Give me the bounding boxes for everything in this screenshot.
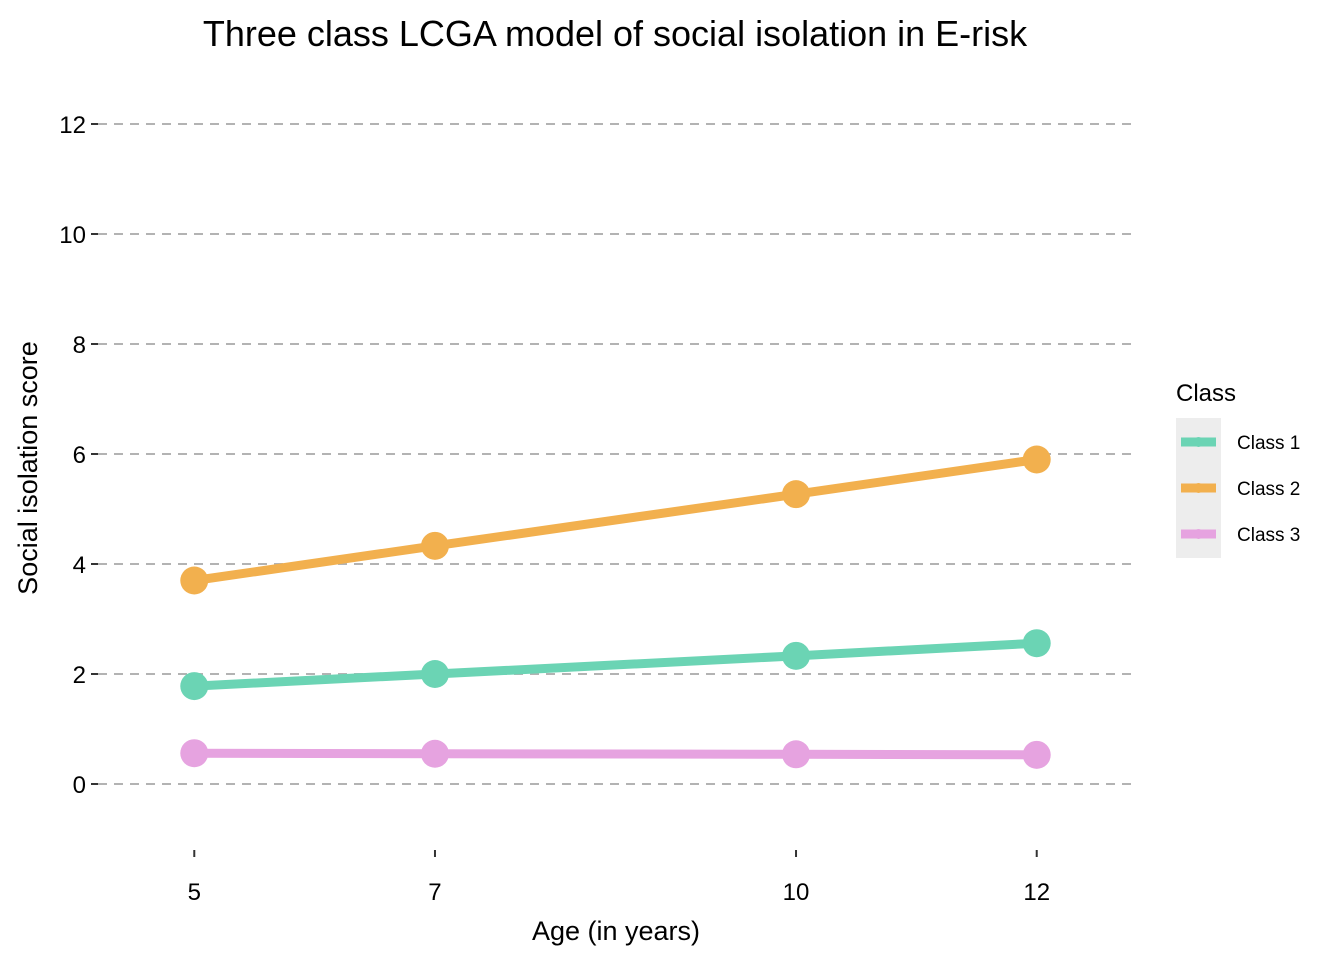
data-point (420, 739, 449, 768)
y-axis: 0 2 4 6 8 10 12 (59, 112, 98, 799)
legend-label: Class 1 (1237, 433, 1300, 454)
y-tick-label: 2 (73, 662, 86, 689)
data-point (180, 739, 209, 768)
x-tick-label: 10 (783, 879, 810, 906)
x-tick-label: 12 (1023, 879, 1050, 906)
y-tick-label: 8 (73, 332, 86, 359)
data-point (180, 566, 209, 595)
legend-key-point (1193, 529, 1204, 539)
data-point (782, 641, 811, 670)
legend-key-point (1193, 437, 1204, 447)
series-group (180, 445, 1051, 769)
series-3 (180, 739, 1051, 769)
y-tick-label: 12 (59, 112, 86, 139)
grid-lines (98, 123, 1133, 785)
chart-title: Three class LCGA model of social isolati… (203, 13, 1028, 54)
x-tick-label: 7 (428, 879, 441, 906)
legend-label: Class 3 (1237, 525, 1300, 546)
x-axis: 5 7 10 12 (188, 850, 1050, 906)
y-tick-label: 6 (73, 442, 86, 469)
series-line (189, 638, 1042, 691)
data-point (420, 660, 449, 688)
data-point (782, 740, 811, 769)
data-point (1022, 445, 1051, 474)
legend: Class Class 1 Class 2 Class 3 (1176, 380, 1300, 558)
legend-label: Class 2 (1237, 479, 1300, 500)
x-axis-title: Age (in years) (532, 916, 700, 946)
data-point (420, 531, 449, 560)
legend-key-point (1193, 483, 1204, 493)
y-tick-label: 10 (59, 222, 86, 249)
x-tick-label: 5 (188, 879, 201, 906)
y-axis-title: Social isolation score (13, 341, 43, 595)
series-2 (180, 445, 1051, 595)
data-point (180, 672, 209, 701)
data-point (1022, 740, 1051, 769)
series-1 (180, 629, 1051, 701)
y-tick-label: 0 (73, 772, 86, 799)
data-point (782, 480, 811, 509)
legend-title: Class (1176, 380, 1236, 407)
data-point (1022, 629, 1051, 658)
y-tick-label: 4 (73, 552, 86, 579)
series-line (189, 748, 1042, 760)
series-line (189, 455, 1042, 585)
